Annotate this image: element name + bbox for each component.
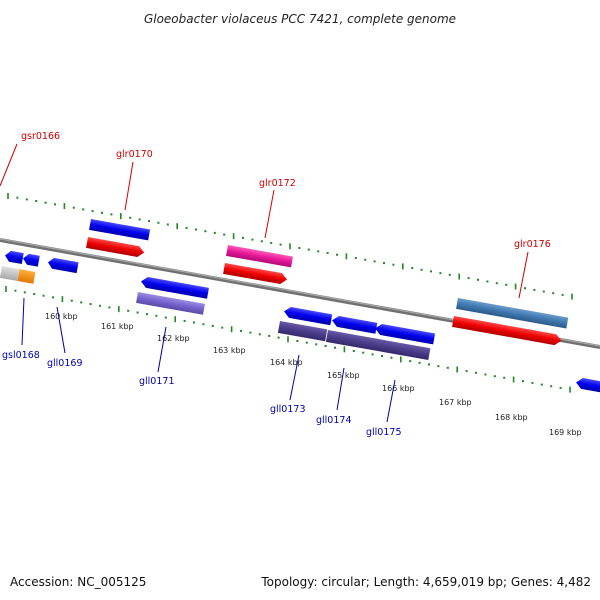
gene-feature-gsl0168-a[interactable] [4,250,24,264]
gene-feature-glr0172-pink[interactable] [226,244,293,268]
accession-text: Accession: NC_005125 [10,575,146,589]
leader-line-gsl0168 [21,297,25,346]
scale-label-169: 169 kbp [549,428,582,437]
reverse-gene-labels: gsl0168 gll0169 gll0171 gll0173 gll0174 … [2,297,402,438]
lower-tick-track [5,286,571,393]
gene-label-gsl0168[interactable]: gsl0168 [2,350,40,361]
gene-feature-glr0170[interactable] [86,237,145,258]
scale-label-164: 164 kbp [270,358,303,367]
gene-feature-gll0173[interactable] [277,321,328,342]
scale-label-162: 162 kbp [157,334,190,343]
gene-feature-gll0173-blue[interactable] [283,306,333,326]
scale-label-168: 168 kbp [495,413,528,422]
leader-line-gsr0166 [0,143,18,187]
map-title: Gloeobacter violaceus PCC 7421, complete… [144,12,456,26]
gene-label-gsr0166[interactable]: gsr0166 [21,131,60,142]
scale-label-165: 165 kbp [327,371,360,380]
scale-labels: 160 kbp 161 kbp 162 kbp 163 kbp 164 kbp … [45,312,582,437]
gene-label-gll0174[interactable]: gll0174 [316,415,352,426]
gene-feature-gll0175-blue[interactable] [374,323,436,345]
scale-label-161: 161 kbp [101,322,134,331]
gene-feature-gll0174[interactable] [325,330,431,361]
forward-gene-features [86,219,569,346]
gene-label-gll0175[interactable]: gll0175 [366,427,402,438]
scale-label-166: 166 kbp [382,384,415,393]
gene-feature-glr0176-steel[interactable] [456,298,569,329]
leader-line-gll0174 [336,367,345,411]
leader-line-gll0175 [386,379,396,423]
leader-line-glr0176 [518,251,529,299]
reverse-gene-features [0,250,600,394]
gene-feature-gll0174-blue[interactable] [331,315,378,334]
gene-label-glr0170[interactable]: glr0170 [116,149,153,160]
gene-feature-glr0176[interactable] [452,316,562,346]
leader-line-glr0172 [264,189,275,239]
leader-line-gll0171 [157,326,167,373]
upper-tick-track [7,193,573,300]
gene-feature-gsl0168-b[interactable] [22,253,40,267]
scale-label-163: 163 kbp [213,346,246,355]
gene-feature-gll0169[interactable] [47,257,79,274]
gene-label-gll0171[interactable]: gll0171 [139,376,175,387]
gene-feature-gsl0168[interactable] [0,266,36,284]
scale-label-160: 160 kbp [45,312,78,321]
gene-label-gll0169[interactable]: gll0169 [47,358,83,369]
scale-label-167: 167 kbp [439,398,472,407]
gene-feature-glr0172[interactable] [223,263,288,285]
gene-label-gll0173[interactable]: gll0173 [270,404,306,415]
gene-feature-gll0171[interactable] [136,292,205,315]
forward-gene-labels: gsr0166 glr0170 glr0172 glr0176 [0,131,551,299]
gene-feature-glr0170-blue[interactable] [89,219,151,241]
gene-feature-gll0171-blue[interactable] [140,276,209,299]
gene-label-glr0176[interactable]: glr0176 [514,239,551,250]
leader-line-glr0170 [124,161,134,211]
leader-line-gll0169 [56,306,66,354]
leader-line-gll0173 [289,354,300,401]
gene-label-glr0172[interactable]: glr0172 [259,178,296,189]
gene-feature-offscreen[interactable] [575,377,600,394]
genome-summary-text: Topology: circular; Length: 4,659,019 bp… [260,575,591,589]
